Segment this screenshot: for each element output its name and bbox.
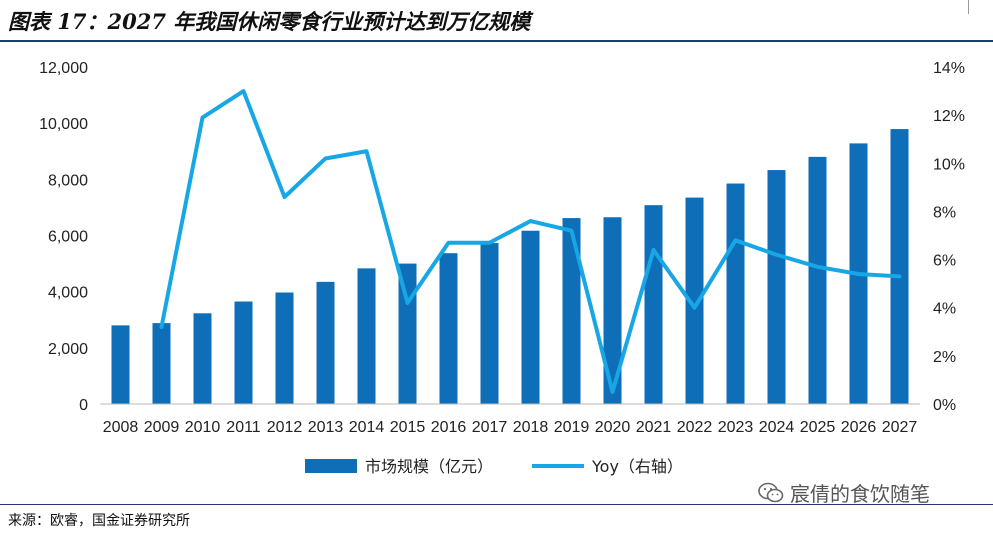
x-tick-label: 2013 bbox=[308, 419, 344, 436]
x-tick-label: 2014 bbox=[349, 419, 385, 436]
title-rule bbox=[0, 40, 993, 42]
x-tick-label: 2017 bbox=[472, 419, 508, 436]
y-right-tick-label: 0% bbox=[933, 397, 956, 414]
y-right-tick-label: 6% bbox=[933, 253, 956, 270]
y-right-tick-label: 12% bbox=[933, 108, 965, 125]
x-tick-label: 2010 bbox=[185, 419, 221, 436]
source-note: 来源：欧睿，国金证券研究所 bbox=[8, 513, 190, 529]
watermark-text: 宸倩的食饮随笔 bbox=[790, 482, 930, 506]
bar-2018 bbox=[521, 230, 540, 404]
x-tick-label: 2018 bbox=[513, 419, 549, 436]
legend-bar-swatch bbox=[305, 459, 357, 473]
legend-line-label: Yoy（右轴） bbox=[591, 457, 683, 476]
x-tick-label: 2019 bbox=[554, 419, 590, 436]
bar-2009 bbox=[152, 323, 171, 404]
y-left-tick-label: 2,000 bbox=[48, 341, 88, 358]
bar-2011 bbox=[234, 301, 253, 404]
x-tick-label: 2021 bbox=[636, 419, 672, 436]
bar-2021 bbox=[644, 205, 663, 404]
y-left-tick-label: 0 bbox=[79, 397, 88, 414]
bar-2023 bbox=[726, 183, 745, 404]
bar-2012 bbox=[275, 292, 294, 404]
source-rule bbox=[0, 504, 993, 505]
x-tick-label: 2008 bbox=[103, 419, 139, 436]
x-tick-label: 2011 bbox=[226, 419, 261, 436]
y-right-tick-label: 4% bbox=[933, 301, 956, 318]
y-left-tick-label: 4,000 bbox=[48, 285, 88, 302]
y-right-tick-label: 10% bbox=[933, 156, 965, 173]
x-tick-label: 2025 bbox=[800, 419, 836, 436]
wechat-icon bbox=[758, 482, 784, 502]
x-tick-label: 2016 bbox=[431, 419, 467, 436]
x-tick-label: 2009 bbox=[144, 419, 180, 436]
x-tick-label: 2024 bbox=[759, 419, 795, 436]
x-tick-label: 2022 bbox=[677, 419, 713, 436]
corner-mark bbox=[968, 0, 979, 14]
chart-area: 2008 2009 2010 2011 2012 2013 2014 2015 2016 2017… bbox=[39, 60, 965, 476]
y-left-tick-label: 8,000 bbox=[48, 172, 88, 189]
bar-2017 bbox=[480, 243, 499, 404]
bar-2019 bbox=[562, 218, 581, 404]
x-tick-label: 2015 bbox=[390, 419, 426, 436]
bar-2025 bbox=[808, 156, 827, 404]
bar-2013 bbox=[316, 281, 335, 404]
legend-bar-label: 市场规模（亿元） bbox=[365, 457, 493, 476]
y-right-tick-label: 14% bbox=[933, 60, 965, 77]
y-left-tick-label: 12,000 bbox=[39, 60, 88, 77]
bar-2010 bbox=[193, 313, 212, 404]
bar-2022 bbox=[685, 197, 704, 404]
x-tick-label: 2012 bbox=[267, 419, 303, 436]
bar-2016 bbox=[439, 253, 458, 404]
y-left-tick-label: 10,000 bbox=[39, 116, 88, 133]
bar-2020 bbox=[603, 217, 622, 404]
x-tick-label: 2023 bbox=[718, 419, 754, 436]
y-right-tick-label: 2% bbox=[933, 349, 956, 366]
x-tick-label: 2027 bbox=[882, 419, 918, 436]
watermark: 宸倩的食饮随笔 bbox=[758, 478, 930, 507]
y-left-tick-label: 6,000 bbox=[48, 229, 88, 246]
x-tick-label: 2026 bbox=[841, 419, 877, 436]
y-right-tick-label: 8% bbox=[933, 204, 956, 221]
bar-2008 bbox=[111, 325, 130, 404]
bar-2024 bbox=[767, 170, 786, 404]
x-tick-label: 2020 bbox=[595, 419, 631, 436]
bar-2014 bbox=[357, 268, 376, 404]
bar-2027 bbox=[890, 129, 909, 405]
chart-title: 图表 17：2027 年我国休闲零食行业预计达到万亿规模 bbox=[8, 9, 531, 34]
